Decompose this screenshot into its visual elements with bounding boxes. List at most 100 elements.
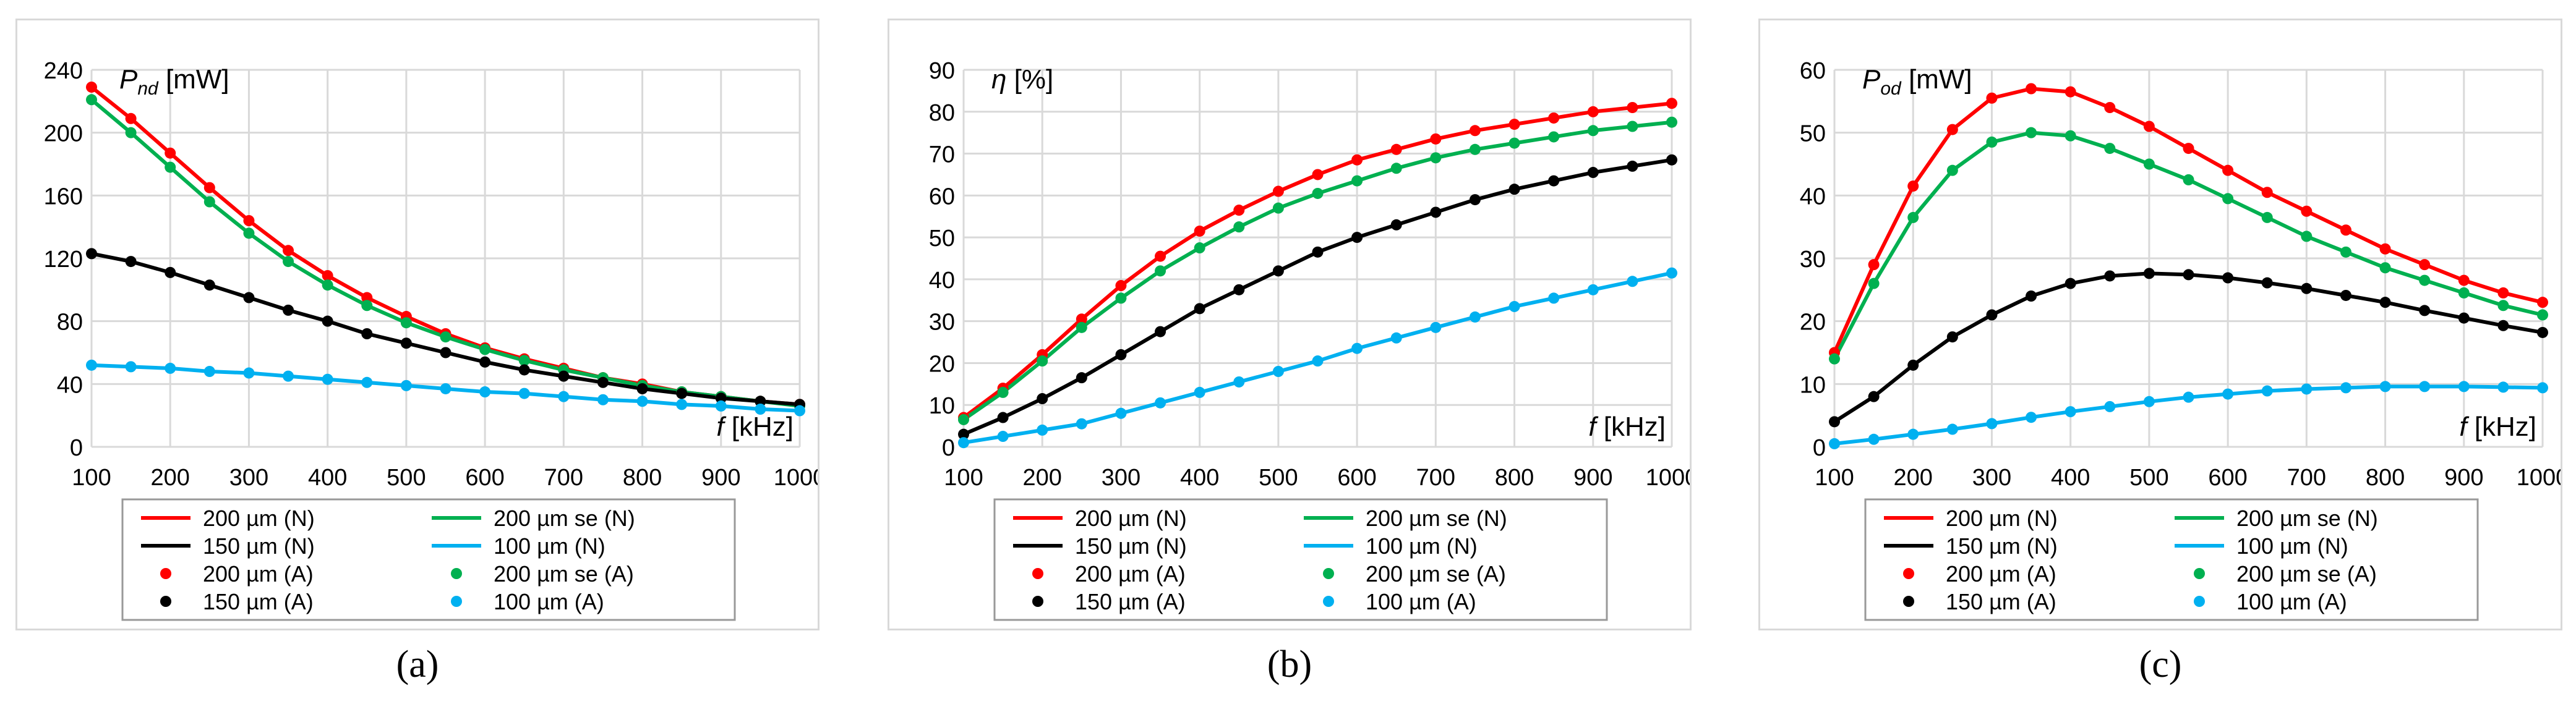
y-axis-label: η [%]	[991, 64, 1053, 95]
legend-label: 100 µm (A)	[2236, 589, 2347, 614]
data-point	[2497, 300, 2509, 312]
data-point	[1548, 112, 1560, 124]
x-tick-label: 700	[544, 465, 583, 491]
data-point	[1907, 211, 1919, 223]
data-point	[203, 196, 215, 208]
data-point	[2419, 305, 2431, 316]
y-tick-label: 200	[44, 121, 83, 147]
x-tick-label: 500	[2129, 465, 2168, 491]
chart-b-svg: 0 10 20 30 40 50 60 70 80 90 100 200 300 400 500 600 700…	[929, 58, 1690, 621]
x-tick-label: 100	[1815, 465, 1854, 491]
data-point	[479, 356, 491, 368]
data-point	[2143, 268, 2155, 279]
data-point	[1587, 106, 1599, 117]
data-point	[1868, 278, 1880, 289]
data-point	[1037, 393, 1048, 405]
data-point	[1946, 331, 1958, 343]
data-point	[997, 386, 1009, 398]
data-point	[1666, 98, 1677, 109]
x-tick-label: 1000	[1646, 465, 1690, 491]
data-point	[1076, 372, 1087, 384]
data-point	[636, 383, 648, 394]
legend-point-swatch	[2194, 596, 2205, 607]
data-point	[1430, 206, 1442, 218]
y-tick-label: 0	[942, 435, 955, 461]
x-tick-label: 800	[1495, 465, 1534, 491]
data-point	[2065, 130, 2076, 142]
data-point	[1986, 309, 1998, 321]
data-point	[1868, 259, 1880, 271]
data-point	[1587, 167, 1599, 179]
data-point	[1986, 92, 1998, 104]
data-point	[322, 315, 333, 327]
data-point	[86, 359, 97, 371]
data-point	[1946, 124, 1958, 135]
data-point	[2065, 406, 2076, 418]
data-point	[1829, 416, 1840, 428]
data-point	[1233, 376, 1245, 388]
data-point	[2183, 174, 2194, 185]
data-point	[2537, 309, 2548, 321]
y-tick-label: 240	[44, 58, 83, 84]
x-axis-label: f [kHz]	[2459, 412, 2536, 442]
y-tick-label: 10	[1800, 372, 1826, 398]
data-point	[2537, 326, 2548, 338]
data-point	[1194, 303, 1205, 315]
legend-label: 200 µm (A)	[1075, 561, 1186, 587]
data-point	[1194, 386, 1205, 398]
data-point	[1390, 332, 1402, 344]
data-point	[2537, 297, 2548, 308]
data-point	[1907, 180, 1919, 192]
y-tick-label: 50	[929, 226, 955, 252]
legend-point-swatch	[1323, 568, 1334, 579]
data-point	[125, 112, 137, 124]
data-point	[2104, 143, 2116, 155]
x-tick-label: 600	[2208, 465, 2247, 491]
data-point	[2301, 205, 2313, 217]
data-point	[243, 292, 255, 303]
data-point	[1233, 284, 1245, 295]
data-point	[1587, 125, 1599, 137]
data-point	[958, 428, 969, 440]
data-point	[1829, 353, 1840, 365]
data-point	[1430, 152, 1442, 164]
data-point	[2104, 400, 2116, 412]
data-point	[2340, 246, 2351, 258]
data-point	[2104, 102, 2116, 113]
x-tick-label: 400	[308, 465, 347, 491]
data-point	[2261, 211, 2273, 223]
data-point	[958, 413, 969, 425]
legend-point-swatch	[451, 596, 462, 607]
data-point	[2458, 312, 2470, 324]
legend-point-swatch	[451, 568, 462, 579]
data-point	[125, 361, 137, 373]
data-point	[2301, 383, 2313, 395]
legend-label: 200 µm (A)	[203, 561, 314, 587]
data-point	[958, 437, 969, 449]
data-point	[440, 331, 451, 343]
chart-c-svg: 0 10 20 30 40 50 60 100 200 300 400 500 600 700 800 900…	[1800, 58, 2561, 621]
data-point	[2261, 187, 2273, 198]
data-point	[1986, 136, 1998, 148]
data-point	[2026, 127, 2037, 138]
x-tick-label: 400	[2051, 465, 2090, 491]
data-point	[322, 373, 333, 385]
x-tick-label: 800	[2366, 465, 2405, 491]
data-point	[2261, 277, 2273, 289]
data-point	[2222, 388, 2234, 400]
legend-point-swatch	[1903, 596, 1914, 607]
chart-panel-b: 0 10 20 30 40 50 60 70 80 90 100 200 300 400 500 600 700…	[888, 19, 1692, 630]
data-point	[165, 161, 176, 173]
data-point	[1430, 133, 1442, 145]
chart-panel-c: 0 10 20 30 40 50 60 100 200 300 400 500 600 700 800 900…	[1758, 19, 2562, 630]
legend-point-swatch	[2194, 568, 2205, 579]
legend-label: 150 µm (A)	[1075, 589, 1186, 614]
data-point	[1115, 292, 1127, 304]
legend-label: 200 µm se (N)	[494, 506, 635, 531]
data-point	[1233, 221, 1245, 233]
data-point	[558, 370, 570, 382]
data-point	[558, 391, 570, 402]
data-point	[165, 362, 176, 374]
y-axis-label: Pnd [mW]	[119, 64, 229, 99]
data-point	[1469, 194, 1481, 206]
